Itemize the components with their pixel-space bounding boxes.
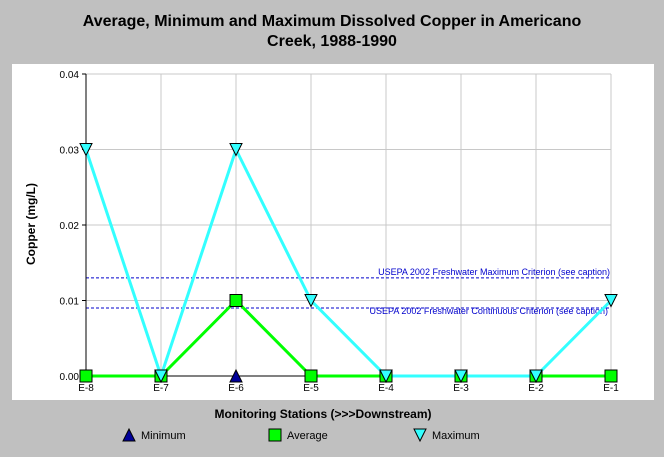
- legend-marker-minimum: [122, 427, 136, 442]
- point-maximum: [529, 369, 543, 384]
- point-minimum: [229, 368, 243, 383]
- point-maximum: [604, 294, 618, 308]
- y-tick-label: 0.03: [60, 146, 80, 157]
- x-tick-label: E-5: [303, 383, 319, 394]
- x-axis-label: Monitoring Stations (>>>Downstream): [214, 407, 431, 421]
- chart-panel: [12, 64, 654, 400]
- chart-title: Average, Minimum and Maximum Dissolved C…: [0, 12, 664, 52]
- label-layer: 0.00 0.01 0.02 0.03 0.04 E-8 E-7 E-6 E-5 E-4 E-3 E-…: [60, 70, 620, 394]
- legend-item-average: Average: [268, 428, 328, 442]
- point-maximum: [379, 369, 393, 384]
- point-average: [604, 369, 618, 383]
- x-tick-label: E-6: [228, 383, 244, 394]
- chart-title-line-1: Average, Minimum and Maximum Dissolved C…: [82, 13, 582, 30]
- x-tick-label: E-2: [528, 383, 544, 394]
- point-maximum: [154, 369, 168, 384]
- legend-item-maximum: Maximum: [413, 428, 480, 443]
- legend: Minimum Average Maximum: [122, 427, 480, 443]
- x-tick-label: E-7: [153, 383, 169, 394]
- point-maximum: [304, 294, 318, 308]
- y-axis-label: Copper (mg/L): [24, 183, 38, 265]
- point-maximum: [79, 143, 93, 157]
- legend-marker-maximum: [413, 428, 427, 443]
- criterion-label: USEPA 2002 Freshwater Continuous Criteri…: [370, 306, 608, 316]
- criterion-label: USEPA 2002 Freshwater Maximum Criterion …: [378, 267, 610, 277]
- x-tick-label: E-1: [603, 383, 619, 394]
- legend-label-maximum: Maximum: [432, 430, 480, 442]
- y-tick-label: 0.02: [60, 221, 80, 232]
- point-average: [79, 369, 93, 383]
- legend-label-minimum: Minimum: [141, 430, 186, 442]
- y-tick-label: 0.04: [60, 70, 80, 81]
- legend-label-average: Average: [287, 430, 328, 442]
- series-layer: [79, 143, 618, 384]
- y-tick-label: 0.00: [60, 372, 80, 383]
- x-tick-label: E-8: [78, 383, 94, 394]
- legend-marker-average: [268, 428, 282, 442]
- chart-title-line-2: Creek, 1988-1990: [267, 33, 397, 50]
- point-average: [304, 369, 318, 383]
- annotation-layer: USEPA 2002 Freshwater Maximum Criterion …: [86, 267, 611, 316]
- point-maximum: [454, 369, 468, 384]
- x-tick-label: E-4: [378, 383, 394, 394]
- series-line-maximum: [84, 145, 613, 381]
- point-average: [229, 294, 243, 307]
- legend-item-minimum: Minimum: [122, 427, 186, 442]
- grid-layer: [86, 73, 612, 376]
- point-maximum: [229, 143, 243, 157]
- x-tick-label: E-3: [453, 383, 469, 394]
- y-tick-label: 0.01: [60, 297, 80, 308]
